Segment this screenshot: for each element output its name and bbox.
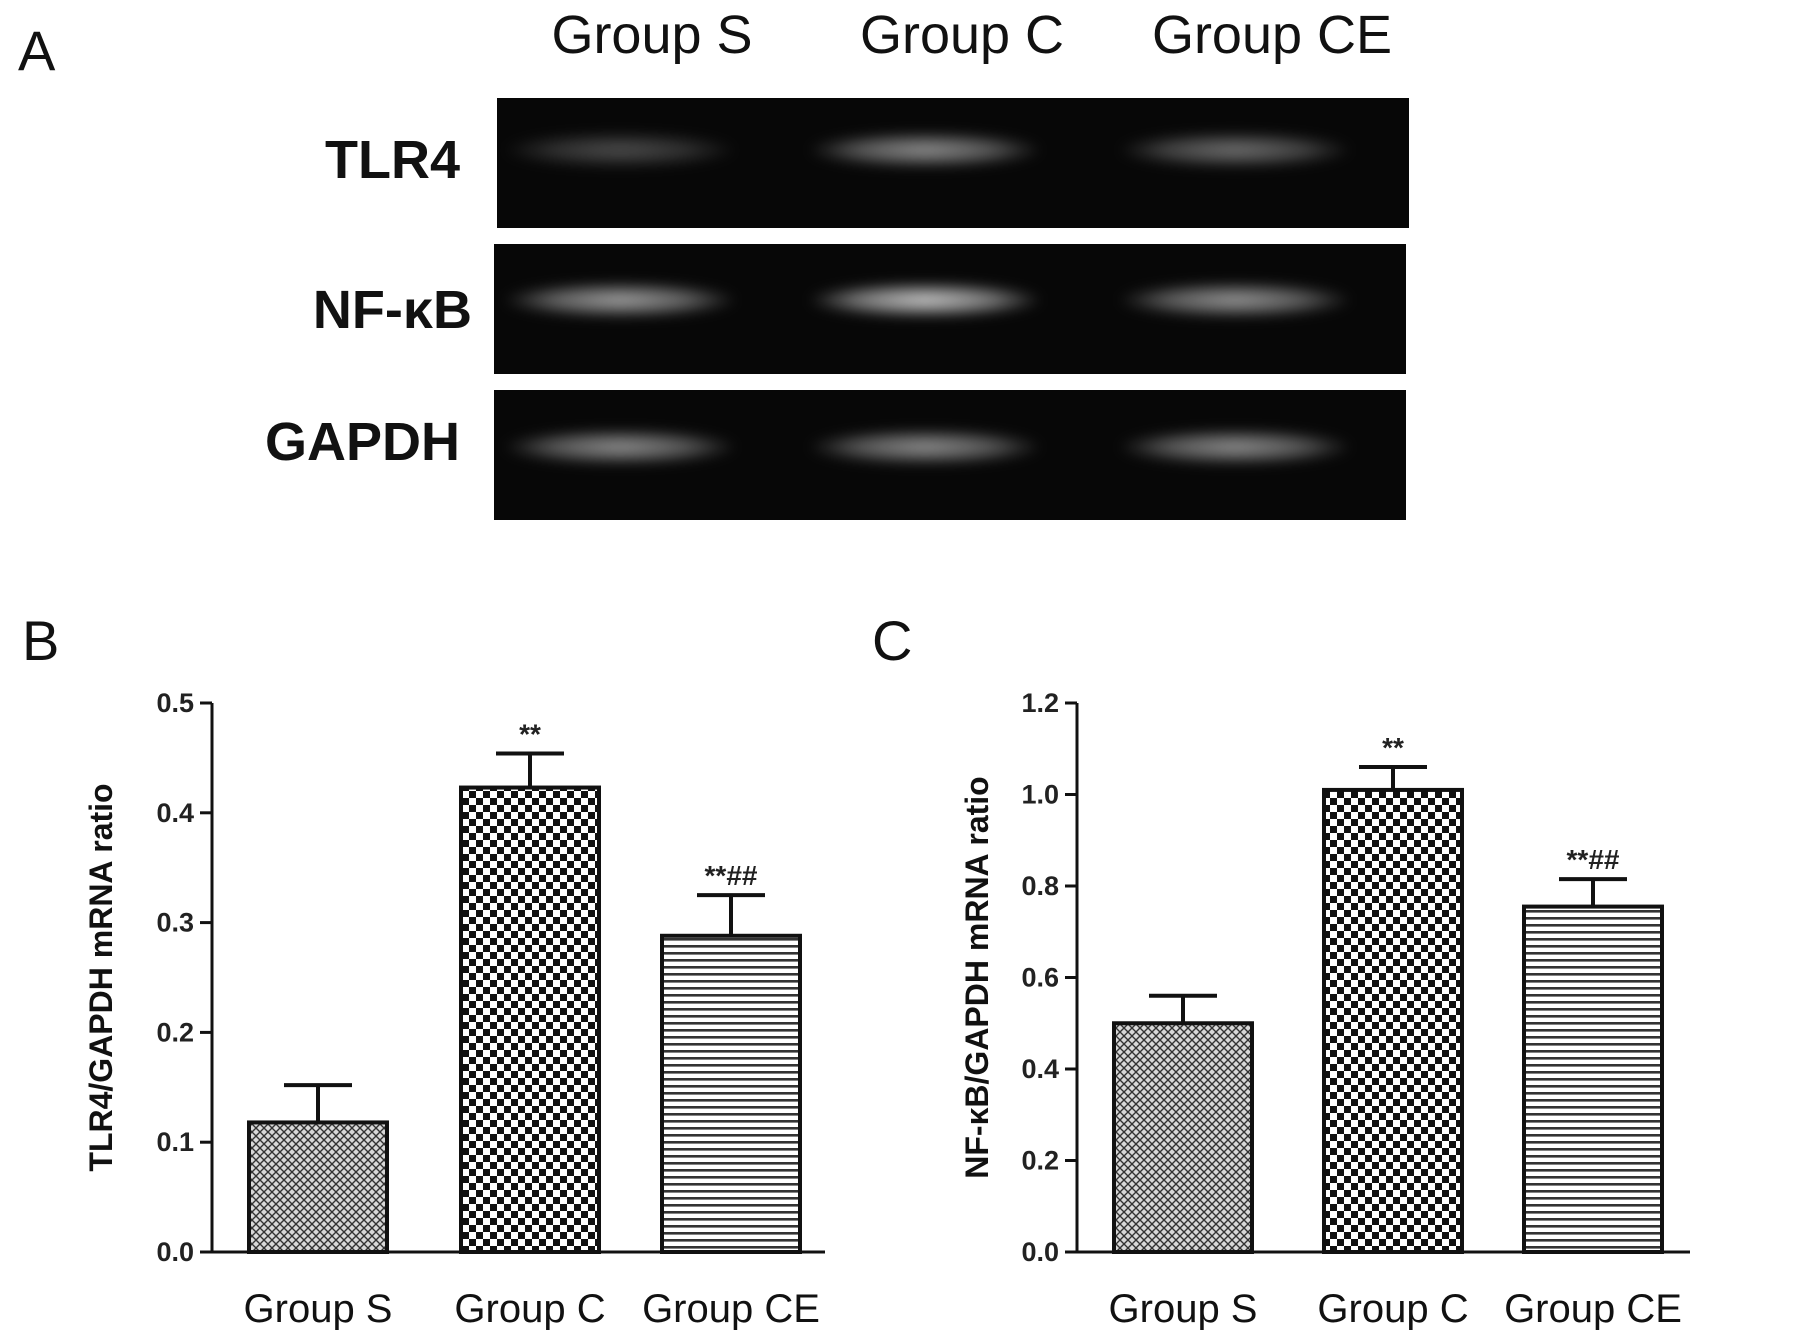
- y-axis-title-c: NF-κB/GAPDH mRNA ratio: [959, 776, 995, 1178]
- gel-band-tlr4-group-s: [502, 132, 738, 168]
- significance-b-group-ce: **##: [705, 860, 758, 891]
- bar-c-group-c: [1322, 787, 1464, 1254]
- y-tick-label-c-3: 0.6: [1021, 963, 1059, 993]
- chart-c: C NF-κB/GAPDH mRNA ratio 0.0 0.2 0.4 0.6 0.8 1.…: [872, 609, 1690, 1330]
- band-label-tlr4: TLR4: [325, 130, 460, 190]
- panel-letter-a: A: [18, 19, 56, 82]
- gel-band-nfb-group-ce: [1117, 282, 1353, 318]
- y-tick-label-c-0: 0.0: [1021, 1237, 1059, 1267]
- bar-c-group-s: [1112, 1021, 1254, 1254]
- y-tick-label-c-6: 1.2: [1021, 688, 1059, 718]
- y-tick-label-b-1: 0.1: [156, 1127, 194, 1157]
- significance-b-group-c: **: [519, 719, 541, 750]
- gel-band-nfb-group-c: [807, 282, 1043, 318]
- panel-a-gel: A Group S Group C Group CE TLR4 NF-κB GA…: [18, 5, 1409, 520]
- panel-letter-b: B: [22, 609, 59, 672]
- band-label-nfkb: NF-κB: [313, 280, 472, 340]
- significance-c-group-c: **: [1382, 732, 1404, 763]
- y-tick-label-b-5: 0.5: [156, 688, 194, 718]
- y-tick-label-c-5: 1.0: [1021, 780, 1059, 810]
- category-label-b-group-ce: Group CE: [642, 1287, 820, 1330]
- bar-b-group-c: [459, 785, 601, 1255]
- lane-label-group-ce: Group CE: [1152, 5, 1392, 65]
- bar-c-group-ce: [1522, 904, 1664, 1255]
- y-tick-label-b-4: 0.4: [156, 798, 194, 828]
- category-label-c-group-c: Group C: [1317, 1287, 1468, 1330]
- bar-b-group-s: [247, 1120, 389, 1255]
- y-tick-label-b-0: 0.0: [156, 1237, 194, 1267]
- category-label-c-group-ce: Group CE: [1504, 1287, 1682, 1330]
- category-label-c-group-s: Group S: [1109, 1287, 1258, 1330]
- panel-letter-c: C: [872, 609, 912, 672]
- y-axis-title-b: TLR4/GAPDH mRNA ratio: [83, 783, 119, 1171]
- lane-label-group-c: Group C: [860, 5, 1064, 65]
- gel-band-tlr4-group-c: [807, 132, 1043, 168]
- y-tick-label-c-2: 0.4: [1021, 1054, 1059, 1084]
- band-label-gapdh: GAPDH: [265, 412, 460, 472]
- y-tick-label-c-1: 0.2: [1021, 1146, 1059, 1176]
- category-label-b-group-c: Group C: [454, 1287, 605, 1330]
- y-tick-label-c-4: 0.8: [1021, 871, 1059, 901]
- chart-b: B TLR4/GAPDH mRNA ratio 0.0 0.1 0.2 0.3 0.4 0.5…: [22, 609, 825, 1330]
- y-tick-label-b-2: 0.2: [156, 1017, 194, 1047]
- bar-b-group-ce: [660, 933, 802, 1254]
- gel-band-gapdh-group-c: [807, 429, 1043, 465]
- significance-c-group-ce: **##: [1567, 844, 1620, 875]
- gel-band-gapdh-group-s: [502, 429, 738, 465]
- gel-band-gapdh-group-ce: [1117, 429, 1353, 465]
- lane-label-group-s: Group S: [551, 5, 752, 65]
- category-label-b-group-s: Group S: [244, 1287, 393, 1330]
- gel-band-nfb-group-s: [502, 282, 738, 318]
- y-tick-label-b-3: 0.3: [156, 908, 194, 938]
- gel-band-tlr4-group-ce: [1117, 132, 1353, 168]
